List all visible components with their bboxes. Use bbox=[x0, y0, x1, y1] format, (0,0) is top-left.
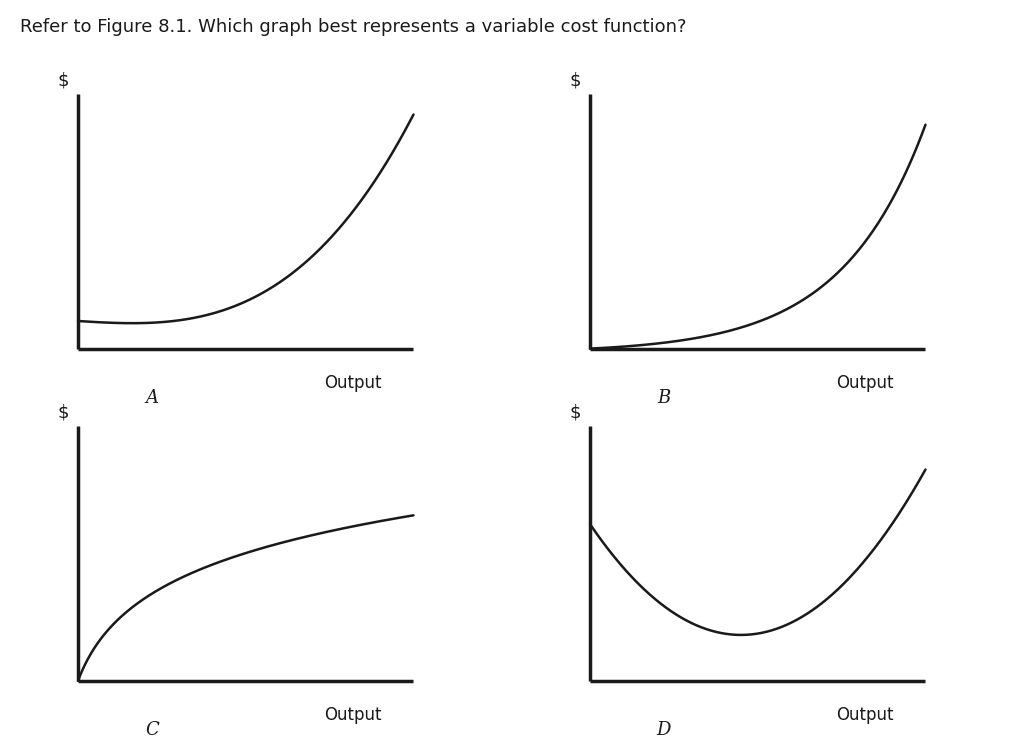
Text: $: $ bbox=[58, 71, 70, 89]
Text: Output: Output bbox=[837, 706, 894, 724]
Text: $: $ bbox=[570, 71, 582, 89]
Text: Output: Output bbox=[837, 374, 894, 392]
Text: A: A bbox=[145, 390, 159, 407]
Text: C: C bbox=[145, 722, 159, 738]
Text: B: B bbox=[657, 390, 671, 407]
Text: Output: Output bbox=[325, 706, 382, 724]
Text: Refer to Figure 8.1. Which graph best represents a variable cost function?: Refer to Figure 8.1. Which graph best re… bbox=[20, 18, 687, 36]
Text: Output: Output bbox=[325, 374, 382, 392]
Text: D: D bbox=[656, 722, 671, 738]
Text: $: $ bbox=[570, 403, 582, 421]
Text: $: $ bbox=[58, 403, 70, 421]
